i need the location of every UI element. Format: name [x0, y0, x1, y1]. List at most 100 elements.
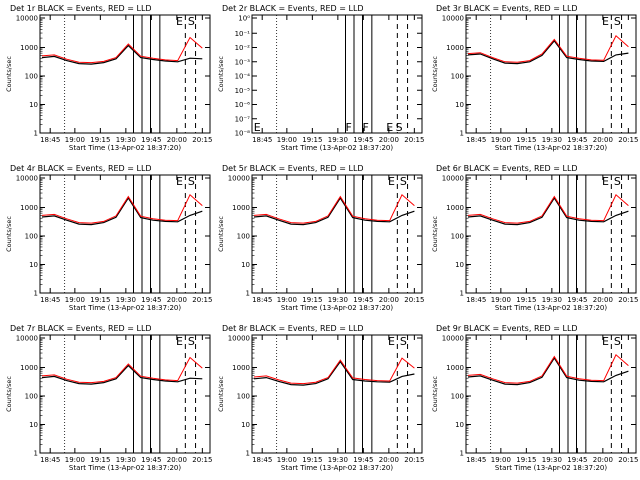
y-axis-label: Counts/sec	[5, 56, 13, 92]
x-tick-label: 20:15	[192, 456, 212, 464]
flag-label: F	[363, 121, 369, 134]
x-tick-label: 19:15	[302, 456, 322, 464]
flag-label: E	[176, 175, 183, 188]
x-tick-label: 19:45	[567, 296, 587, 304]
panel-det-4r: Det 4r BLACK = Events, RED = LLD 1 10 100 10…	[5, 164, 212, 312]
flag-label: F	[346, 121, 352, 134]
plot-frame	[251, 14, 423, 134]
x-tick-label: 19:15	[516, 456, 536, 464]
panel-det-3r: Det 3r BLACK = Events, RED = LLD 1 10 100 10…	[431, 4, 638, 152]
y-tick-label: 10	[241, 421, 250, 429]
flag-label: E	[176, 335, 183, 348]
x-tick-label: 19:00	[491, 136, 511, 144]
y-axis-label: Counts/sec	[431, 216, 439, 252]
y-tick-label: 100	[25, 393, 38, 401]
flag-label: E	[386, 121, 393, 134]
flag-label: E	[602, 15, 609, 28]
x-axis-label: Start Time (13-Apr-02 18:37:20)	[495, 304, 607, 312]
y-tick-label: 10000	[16, 175, 38, 183]
y-tick-label: 10	[455, 101, 464, 109]
x-tick-label: 18:45	[40, 456, 60, 464]
panel-title: Det 2r BLACK = Events, RED = LLD	[222, 4, 364, 13]
x-tick-label: 19:45	[141, 136, 161, 144]
panel-title: Det 6r BLACK = Events, RED = LLD	[436, 164, 578, 173]
y-tick-label: 1000	[446, 364, 464, 372]
flag-label: S	[614, 15, 621, 28]
flag-label: E	[602, 335, 609, 348]
series-events-line	[467, 196, 629, 226]
x-tick-label: 19:30	[116, 456, 136, 464]
x-tick-label: 18:45	[252, 136, 272, 144]
x-tick-label: 19:45	[353, 296, 373, 304]
series-events-line	[253, 360, 415, 386]
series-events-line	[253, 196, 415, 226]
x-tick-label: 19:15	[302, 296, 322, 304]
panel-det-2r: Det 2r BLACK = Events, RED = LLD 10⁻⁸ 10⁻⁷…	[217, 4, 424, 152]
x-tick-label: 19:30	[542, 136, 562, 144]
series-lld-line	[467, 193, 629, 224]
series-lld-line	[253, 357, 415, 385]
series-lld-line	[41, 356, 203, 384]
panel-det-5r: Det 5r BLACK = Events, RED = LLD 1 10 100 10…	[217, 164, 424, 312]
series-events-line	[41, 364, 203, 385]
flag-label: E	[388, 175, 395, 188]
y-tick-label: 100	[25, 233, 38, 241]
panel-title: Det 3r BLACK = Events, RED = LLD	[436, 4, 578, 13]
x-tick-label: 19:45	[567, 136, 587, 144]
x-tick-label: 19:30	[542, 456, 562, 464]
x-tick-label: 18:45	[466, 136, 486, 144]
y-tick-label: 1	[460, 450, 464, 458]
y-axis-label: Counts/sec	[217, 376, 225, 412]
panel-title: Det 7r BLACK = Events, RED = LLD	[10, 324, 152, 333]
y-tick-label: 100	[451, 233, 464, 241]
y-axis-label: Counts/sec	[431, 376, 439, 412]
x-tick-label: 19:30	[328, 456, 348, 464]
x-tick-label: 19:30	[116, 136, 136, 144]
x-tick-label: 20:15	[404, 296, 424, 304]
x-tick-label: 20:15	[618, 296, 638, 304]
flag-label: S	[188, 175, 195, 188]
x-tick-label: 20:00	[593, 296, 613, 304]
panel-title: Det 8r BLACK = Events, RED = LLD	[222, 324, 364, 333]
x-tick-label: 19:45	[353, 456, 373, 464]
x-axis-label: Start Time (13-Apr-02 18:37:20)	[69, 304, 181, 312]
plot-frame	[39, 174, 211, 294]
y-tick-label: 1000	[232, 364, 250, 372]
y-tick-label: 100	[25, 73, 38, 81]
series-lld-line	[41, 193, 203, 224]
panel-det-8r: Det 8r BLACK = Events, RED = LLD 1 10 100 10…	[217, 324, 424, 472]
x-tick-label: 20:00	[379, 296, 399, 304]
x-tick-label: 19:15	[302, 136, 322, 144]
y-tick-label: 10⁻¹	[235, 30, 251, 38]
series-events-line	[41, 196, 203, 226]
panel-det-6r: Det 6r BLACK = Events, RED = LLD 1 10 100 10…	[431, 164, 638, 312]
x-axis-label: Start Time (13-Apr-02 18:37:20)	[281, 304, 393, 312]
series-lld-line	[467, 34, 629, 63]
panel-title: Det 4r BLACK = Events, RED = LLD	[10, 164, 152, 173]
x-tick-label: 19:00	[277, 136, 297, 144]
y-tick-label: 1000	[20, 44, 38, 52]
y-tick-label: 10	[29, 261, 38, 269]
y-tick-label: 1000	[20, 364, 38, 372]
y-tick-label: 10000	[228, 175, 250, 183]
x-tick-label: 19:45	[567, 456, 587, 464]
panel-det-1r: Det 1r BLACK = Events, RED = LLD 1 10 100 10…	[5, 4, 212, 152]
y-tick-label: 1	[34, 450, 38, 458]
flag-label: E	[388, 335, 395, 348]
series-events-line	[467, 356, 629, 386]
plot-frame	[465, 174, 637, 294]
y-tick-label: 1000	[446, 204, 464, 212]
x-tick-label: 20:00	[593, 456, 613, 464]
panel-det-9r: Det 9r BLACK = Events, RED = LLD 1 10 100 10…	[431, 324, 638, 472]
y-tick-label: 1	[34, 130, 38, 138]
x-tick-label: 20:00	[379, 456, 399, 464]
x-tick-label: 20:15	[192, 136, 212, 144]
x-tick-label: 20:15	[404, 136, 424, 144]
y-axis-label: Counts/sec	[217, 56, 225, 92]
flag-label: S	[188, 15, 195, 28]
y-tick-label: 1	[460, 290, 464, 298]
x-tick-label: 20:15	[192, 296, 212, 304]
series-events-line	[41, 44, 203, 65]
y-tick-label: 10	[29, 421, 38, 429]
series-lld-line	[41, 36, 203, 64]
